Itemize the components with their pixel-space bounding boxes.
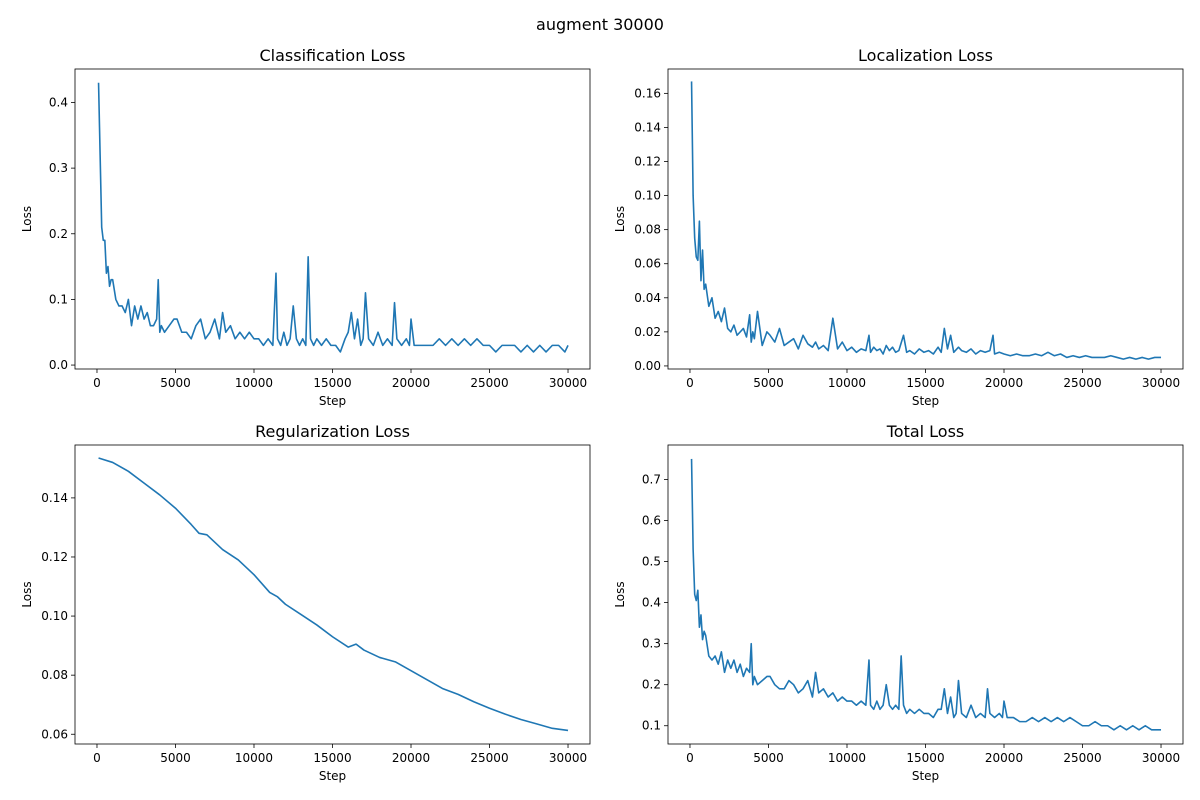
x-tick-label: 5000 <box>160 751 191 765</box>
x-tick-label: 0 <box>93 376 101 390</box>
x-tick-label: 10000 <box>235 376 273 390</box>
x-tick-label: 25000 <box>470 376 508 390</box>
x-tick-label: 10000 <box>235 751 273 765</box>
series-line <box>97 82 569 353</box>
subplot-regularization-loss: Regularization Loss 0 5000 10000 15000 20000 2… <box>20 422 591 783</box>
y-tick-label: 0.08 <box>634 223 661 237</box>
y-tick-label: 0.00 <box>634 359 661 373</box>
x-tick-label: 5000 <box>753 376 784 390</box>
x-tick-label: 30000 <box>1142 376 1180 390</box>
x-tick-label: 10000 <box>828 751 866 765</box>
subplot-localization-loss: Localization Loss 0 5000 10000 15000 20000 250… <box>613 46 1184 408</box>
y-tick-label: 0.12 <box>634 155 661 169</box>
y-tick-label: 0.04 <box>634 291 661 305</box>
x-tick-label: 30000 <box>549 376 587 390</box>
y-tick-label: 0.06 <box>634 257 661 271</box>
subplot-title: Regularization Loss <box>255 422 410 441</box>
y-axis-label: Loss <box>20 206 34 232</box>
y-tick-label: 0.10 <box>634 189 661 203</box>
y-tick-label: 0.12 <box>41 550 68 564</box>
y-tick-label: 0.0 <box>49 358 68 372</box>
subplots-grid: Classification Loss 0 5000 10000 15000 20000 2… <box>20 46 1184 783</box>
x-axis-label: Step <box>912 394 939 408</box>
y-tick-label: 0.06 <box>41 727 68 741</box>
x-tick-label: 15000 <box>906 376 944 390</box>
subplot-title: Total Loss <box>886 422 965 441</box>
y-tick-label: 0.14 <box>41 491 68 505</box>
y-axis-label: Loss <box>20 581 34 607</box>
x-axis-label: Step <box>319 394 346 408</box>
x-tick-label: 20000 <box>985 376 1023 390</box>
subplot-total-loss: Total Loss 0 5000 10000 15000 20000 25000 30000… <box>613 422 1184 783</box>
y-tick-label: 0.7 <box>642 472 661 486</box>
y-tick-label: 0.16 <box>634 86 661 100</box>
series-line <box>98 457 569 732</box>
y-tick-label: 0.2 <box>642 678 661 692</box>
x-tick-label: 0 <box>686 751 694 765</box>
series-line <box>690 81 1162 360</box>
y-tick-label: 0.02 <box>634 325 661 339</box>
y-tick-label: 0.14 <box>634 120 661 134</box>
x-tick-label: 25000 <box>1063 376 1101 390</box>
subplot-title: Classification Loss <box>259 46 405 65</box>
y-tick-label: 0.1 <box>49 292 68 306</box>
y-tick-label: 0.4 <box>49 95 68 109</box>
x-tick-label: 15000 <box>313 376 351 390</box>
x-tick-label: 20000 <box>985 751 1023 765</box>
y-tick-label: 0.6 <box>642 514 661 528</box>
x-tick-label: 30000 <box>1142 751 1180 765</box>
x-tick-label: 0 <box>93 751 101 765</box>
y-tick-label: 0.3 <box>49 161 68 175</box>
x-tick-label: 20000 <box>392 376 430 390</box>
x-tick-label: 0 <box>686 376 694 390</box>
y-axis-label: Loss <box>613 206 627 232</box>
y-axis-label: Loss <box>613 581 627 607</box>
x-tick-label: 15000 <box>313 751 351 765</box>
y-tick-label: 0.08 <box>41 668 68 682</box>
x-tick-label: 25000 <box>470 751 508 765</box>
x-tick-label: 10000 <box>828 376 866 390</box>
y-tick-label: 0.5 <box>642 555 661 569</box>
subplot-title: Localization Loss <box>858 46 993 65</box>
x-tick-label: 5000 <box>753 751 784 765</box>
y-tick-label: 0.10 <box>41 609 68 623</box>
x-axis-label: Step <box>319 769 346 783</box>
series-line <box>690 458 1162 731</box>
y-tick-label: 0.2 <box>49 227 68 241</box>
x-tick-label: 15000 <box>906 751 944 765</box>
x-tick-label: 20000 <box>392 751 430 765</box>
y-tick-label: 0.4 <box>642 596 661 610</box>
x-tick-label: 25000 <box>1063 751 1101 765</box>
x-tick-label: 5000 <box>160 376 191 390</box>
x-axis-label: Step <box>912 769 939 783</box>
y-tick-label: 0.3 <box>642 637 661 651</box>
subplot-classification-loss: Classification Loss 0 5000 10000 15000 20000 2… <box>20 46 591 408</box>
y-tick-label: 0.1 <box>642 719 661 733</box>
x-tick-label: 30000 <box>549 751 587 765</box>
figure-suptitle: augment 30000 <box>536 15 664 34</box>
